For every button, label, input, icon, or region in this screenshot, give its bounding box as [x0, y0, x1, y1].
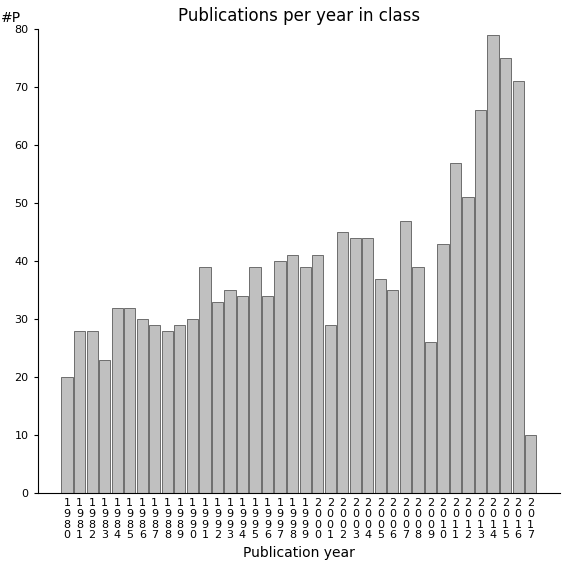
Bar: [99, 360, 111, 493]
Bar: [74, 331, 85, 493]
Bar: [337, 232, 348, 493]
Bar: [174, 325, 185, 493]
Bar: [249, 267, 261, 493]
Bar: [237, 296, 248, 493]
Bar: [350, 238, 361, 493]
X-axis label: Publication year: Publication year: [243, 546, 355, 560]
Bar: [262, 296, 273, 493]
Bar: [112, 308, 123, 493]
Bar: [362, 238, 374, 493]
Bar: [387, 290, 399, 493]
Bar: [412, 267, 424, 493]
Bar: [162, 331, 173, 493]
Bar: [450, 163, 461, 493]
Bar: [187, 319, 198, 493]
Bar: [513, 82, 524, 493]
Title: Publications per year in class: Publications per year in class: [178, 7, 420, 25]
Bar: [274, 261, 286, 493]
Bar: [525, 435, 536, 493]
Text: #P: #P: [1, 11, 22, 24]
Bar: [212, 302, 223, 493]
Bar: [488, 35, 499, 493]
Bar: [400, 221, 411, 493]
Bar: [475, 111, 486, 493]
Bar: [199, 267, 210, 493]
Bar: [500, 58, 511, 493]
Bar: [299, 267, 311, 493]
Bar: [149, 325, 160, 493]
Bar: [425, 342, 436, 493]
Bar: [375, 278, 386, 493]
Bar: [287, 256, 298, 493]
Bar: [463, 197, 473, 493]
Bar: [124, 308, 136, 493]
Bar: [225, 290, 236, 493]
Bar: [137, 319, 148, 493]
Bar: [312, 256, 323, 493]
Bar: [437, 244, 448, 493]
Bar: [324, 325, 336, 493]
Bar: [61, 377, 73, 493]
Bar: [87, 331, 98, 493]
